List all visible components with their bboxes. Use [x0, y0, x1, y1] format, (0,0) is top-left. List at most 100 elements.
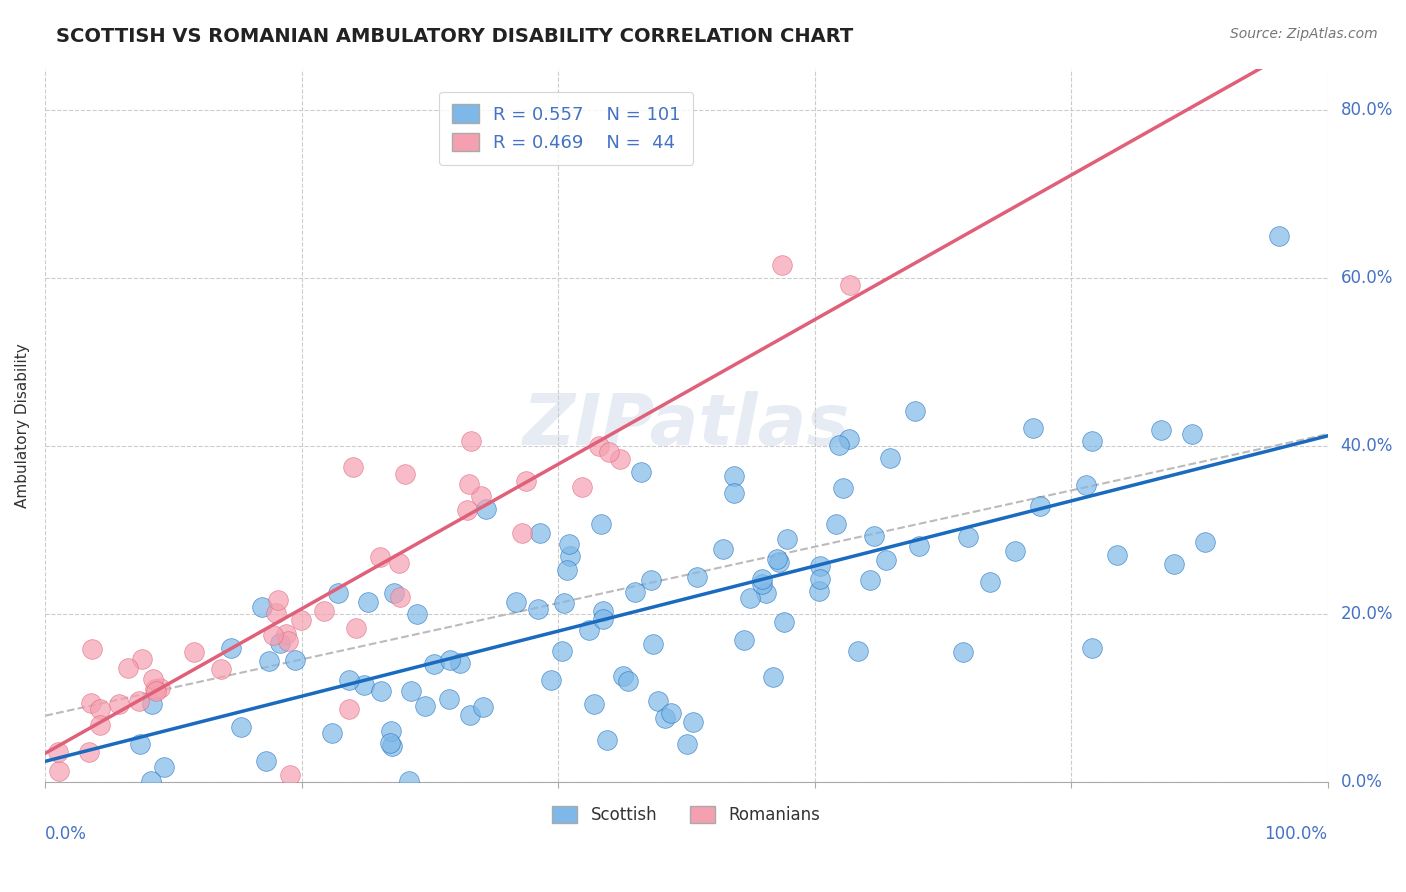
Scottish — [380, 724, 402, 739]
Scottish — [550, 644, 572, 658]
Scottish — [825, 516, 848, 531]
Scottish — [449, 657, 471, 671]
Romanians — [588, 439, 610, 453]
Romanians — [89, 702, 111, 716]
Scottish — [254, 754, 277, 768]
Scottish — [904, 403, 927, 417]
Scottish — [540, 673, 562, 687]
Scottish — [558, 537, 581, 551]
Romanians — [274, 627, 297, 641]
Scottish — [592, 605, 614, 619]
Scottish — [553, 596, 575, 610]
Scottish — [979, 574, 1001, 589]
Text: SCOTTISH VS ROMANIAN AMBULATORY DISABILITY CORRELATION CHART: SCOTTISH VS ROMANIAN AMBULATORY DISABILI… — [56, 27, 853, 45]
Romanians — [149, 681, 172, 696]
Scottish — [682, 715, 704, 730]
Romanians — [48, 764, 70, 778]
Scottish — [740, 591, 762, 605]
Romanians — [457, 476, 479, 491]
Romanians — [510, 525, 533, 540]
Scottish — [321, 725, 343, 739]
Romanians — [394, 467, 416, 482]
Scottish — [807, 584, 830, 599]
Scottish — [659, 706, 682, 720]
Romanians — [107, 697, 129, 711]
Romanians — [344, 621, 367, 635]
Scottish — [219, 641, 242, 656]
Romanians — [128, 694, 150, 708]
Scottish — [733, 632, 755, 647]
Scottish — [641, 637, 664, 651]
Text: 0.0%: 0.0% — [1340, 773, 1382, 791]
Romanians — [277, 634, 299, 648]
Scottish — [353, 678, 375, 692]
Scottish — [382, 586, 405, 600]
Scottish — [879, 450, 901, 465]
Scottish — [437, 692, 460, 706]
Scottish — [405, 607, 427, 622]
Scottish — [129, 737, 152, 751]
Romanians — [342, 459, 364, 474]
Scottish — [808, 572, 831, 586]
Scottish — [1081, 434, 1104, 448]
Scottish — [1163, 557, 1185, 571]
Scottish — [1004, 544, 1026, 558]
Scottish — [471, 700, 494, 714]
Text: 0.0%: 0.0% — [45, 825, 87, 843]
Scottish — [838, 432, 860, 446]
Scottish — [141, 698, 163, 712]
Scottish — [768, 555, 790, 569]
Text: 40.0%: 40.0% — [1340, 437, 1393, 455]
Romanians — [388, 556, 411, 570]
Scottish — [257, 655, 280, 669]
Scottish — [1021, 421, 1043, 435]
Scottish — [957, 530, 980, 544]
Romanians — [46, 745, 69, 759]
Romanians — [264, 606, 287, 620]
Scottish — [765, 551, 787, 566]
Scottish — [139, 774, 162, 789]
Scottish — [1105, 548, 1128, 562]
Scottish — [1029, 499, 1052, 513]
Romanians — [571, 480, 593, 494]
Scottish — [269, 635, 291, 649]
Scottish — [723, 469, 745, 483]
Scottish — [654, 711, 676, 725]
Scottish — [772, 615, 794, 629]
Scottish — [846, 644, 869, 658]
Romanians — [80, 696, 103, 710]
Scottish — [640, 573, 662, 587]
Scottish — [505, 595, 527, 609]
Romanians — [314, 604, 336, 618]
Scottish — [831, 481, 853, 495]
Scottish — [685, 570, 707, 584]
Romanians — [142, 672, 165, 686]
Romanians — [839, 278, 862, 293]
Romanians — [183, 645, 205, 659]
Romanians — [598, 445, 620, 459]
Romanians — [368, 550, 391, 565]
Scottish — [952, 645, 974, 659]
Romanians — [262, 628, 284, 642]
Scottish — [776, 532, 799, 546]
Scottish — [337, 673, 360, 687]
Scottish — [326, 586, 349, 600]
Scottish — [578, 623, 600, 637]
Romanians — [80, 642, 103, 657]
Scottish — [398, 774, 420, 789]
Text: 60.0%: 60.0% — [1340, 269, 1393, 287]
Scottish — [647, 694, 669, 708]
Scottish — [284, 653, 307, 667]
Text: 100.0%: 100.0% — [1264, 825, 1327, 843]
Romanians — [278, 768, 301, 782]
Romanians — [145, 684, 167, 698]
Scottish — [875, 553, 897, 567]
Scottish — [529, 525, 551, 540]
Romanians — [460, 434, 482, 449]
Scottish — [762, 670, 785, 684]
Scottish — [1074, 478, 1097, 492]
Romanians — [770, 258, 793, 272]
Romanians — [388, 591, 411, 605]
Scottish — [583, 698, 606, 712]
Romanians — [337, 701, 360, 715]
